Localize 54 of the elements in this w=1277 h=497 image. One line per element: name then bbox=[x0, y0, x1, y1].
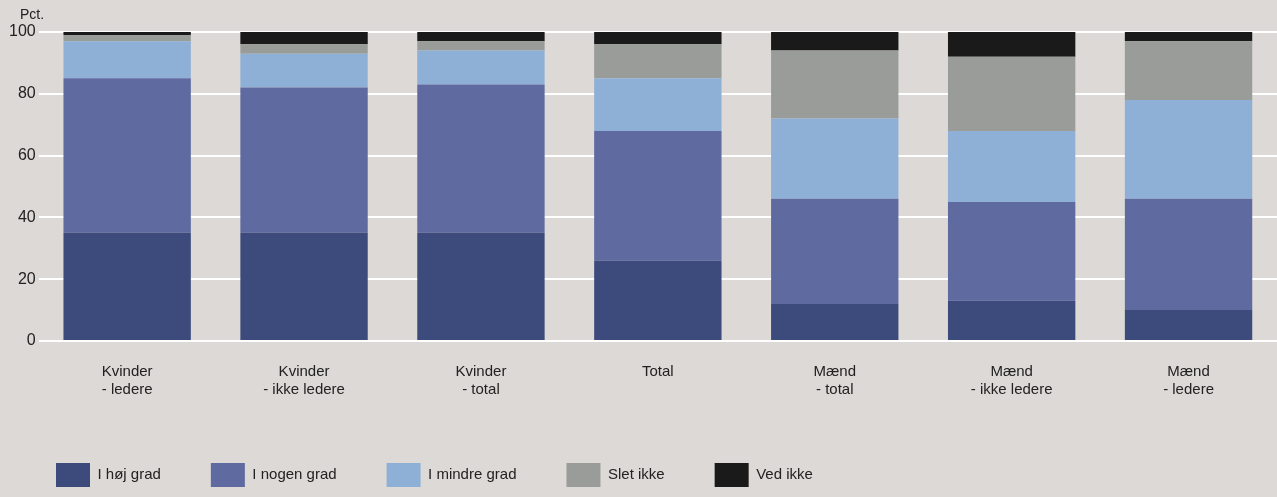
bar bbox=[594, 32, 722, 45]
bar bbox=[1124, 99, 1253, 199]
y-tick-label: 40 bbox=[17, 207, 36, 225]
x-tick-label: Kvinder - ledere bbox=[101, 362, 153, 398]
bar bbox=[63, 78, 191, 233]
bar bbox=[947, 300, 1076, 340]
bar bbox=[771, 198, 899, 304]
bar bbox=[771, 32, 899, 51]
bar bbox=[63, 41, 191, 79]
bar bbox=[1124, 310, 1253, 340]
bar bbox=[771, 50, 899, 119]
bar bbox=[63, 35, 191, 42]
bar bbox=[240, 53, 368, 88]
y-tick-label: 0 bbox=[26, 331, 36, 349]
x-tick-label: Kvinder - total bbox=[455, 362, 507, 398]
y-axis-title: Pct. bbox=[20, 5, 45, 22]
bar bbox=[947, 201, 1076, 301]
bar bbox=[947, 32, 1076, 57]
bar bbox=[771, 118, 899, 199]
bar bbox=[1124, 41, 1253, 100]
y-tick-label: 100 bbox=[8, 22, 36, 40]
x-tick-label: Kvinder - ikke ledere bbox=[263, 362, 345, 398]
bar bbox=[240, 32, 368, 45]
bar bbox=[594, 260, 722, 340]
x-tick-label: Total bbox=[642, 362, 674, 380]
x-tick-label: Mænd - ikke ledere bbox=[970, 362, 1053, 398]
bar bbox=[63, 232, 191, 340]
bar bbox=[63, 32, 191, 36]
y-tick-label: 80 bbox=[17, 84, 36, 102]
legend-label: I høj grad bbox=[97, 465, 161, 483]
bar bbox=[240, 44, 368, 54]
y-tick-label: 60 bbox=[17, 146, 36, 164]
x-tick-label: Mænd - total bbox=[813, 362, 857, 398]
legend-label: Ved ikke bbox=[756, 465, 813, 483]
bar bbox=[417, 84, 545, 233]
bar bbox=[594, 78, 722, 131]
y-tick-label: 20 bbox=[17, 269, 36, 287]
bar bbox=[594, 44, 722, 79]
legend-label: I nogen grad bbox=[252, 465, 337, 483]
bar bbox=[417, 232, 545, 340]
bar bbox=[947, 56, 1076, 131]
bar bbox=[417, 50, 545, 85]
legend-label: I mindre grad bbox=[428, 465, 517, 483]
bar bbox=[417, 32, 545, 42]
bar bbox=[594, 130, 722, 261]
bar bbox=[240, 87, 368, 233]
bar bbox=[240, 232, 368, 340]
bar bbox=[1124, 198, 1253, 311]
legend-label: Slet ikke bbox=[607, 465, 665, 483]
bar bbox=[947, 130, 1076, 202]
bar bbox=[771, 303, 899, 340]
x-tick-label: Mænd - ledere bbox=[1163, 362, 1214, 398]
bar bbox=[417, 41, 545, 51]
bar bbox=[1124, 32, 1253, 42]
